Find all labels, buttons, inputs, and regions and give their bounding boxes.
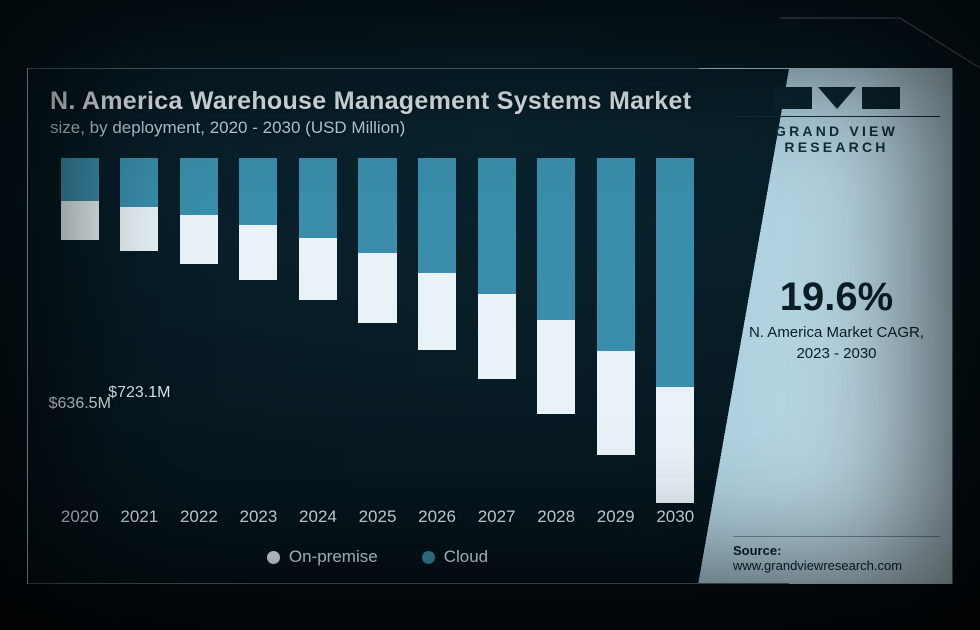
bar-segment-cloud	[537, 158, 575, 320]
logo-wordmark: GRAND VIEW RESEARCH	[733, 116, 940, 155]
chart-column	[294, 158, 342, 503]
bar-segment-cloud	[597, 158, 635, 351]
bar-segment-onpremise	[478, 294, 516, 379]
bar-segment-cloud	[478, 158, 516, 294]
bar-segment-cloud	[61, 158, 99, 201]
x-tick-label: 2030	[651, 507, 699, 533]
bar-segment-onpremise	[418, 273, 456, 350]
stacked-bar	[358, 158, 396, 323]
stacked-bar	[418, 158, 456, 350]
stacked-bar	[120, 158, 158, 251]
decorative-corner-line	[780, 0, 980, 70]
stacked-bar	[478, 158, 516, 379]
chart-column: $636.5M	[56, 158, 104, 503]
legend-swatch-icon	[267, 551, 280, 564]
cagr-value: 19.6%	[749, 275, 924, 320]
legend-label: On-premise	[289, 547, 378, 567]
legend-swatch-icon	[422, 551, 435, 564]
stacked-bar	[597, 158, 635, 455]
bar-segment-onpremise	[299, 238, 337, 300]
stacked-bar	[180, 158, 218, 264]
legend-item-onpremise: On-premise	[267, 547, 378, 567]
bar-segment-onpremise	[358, 253, 396, 323]
bars-container: $636.5M$723.1M	[50, 158, 705, 503]
chart-column	[235, 158, 283, 503]
cagr-block: 19.6% N. America Market CAGR, 2023 - 203…	[749, 275, 924, 362]
chart-card: N. America Warehouse Management Systems …	[27, 68, 953, 584]
bar-value-callout: $636.5M	[49, 395, 111, 413]
chart-column	[354, 158, 402, 503]
stacked-bar	[299, 158, 337, 300]
bar-segment-cloud	[418, 158, 456, 273]
x-tick-label: 2029	[592, 507, 640, 533]
chart-subtitle: size, by deployment, 2020 - 2030 (USD Mi…	[50, 118, 705, 138]
x-tick-label: 2026	[413, 507, 461, 533]
bar-segment-onpremise	[61, 201, 99, 240]
chart-title: N. America Warehouse Management Systems …	[50, 87, 705, 116]
x-tick-label: 2023	[235, 507, 283, 533]
x-tick-label: 2028	[532, 507, 580, 533]
source-url: www.grandviewresearch.com	[733, 558, 940, 573]
x-tick-label: 2021	[116, 507, 164, 533]
bar-segment-cloud	[656, 158, 694, 387]
chart-column	[175, 158, 223, 503]
x-tick-label: 2027	[473, 507, 521, 533]
x-tick-label: 2025	[354, 507, 402, 533]
chart-panel: N. America Warehouse Management Systems …	[28, 69, 721, 583]
bar-segment-onpremise	[180, 215, 218, 264]
stacked-bar	[239, 158, 277, 280]
stacked-bar	[537, 158, 575, 414]
legend-item-cloud: Cloud	[422, 547, 488, 567]
chart-column	[651, 158, 699, 503]
bar-segment-onpremise	[537, 320, 575, 414]
x-tick-label: 2020	[56, 507, 104, 533]
info-panel: GRAND VIEW RESEARCH 19.6% N. America Mar…	[721, 69, 952, 583]
chart-column	[413, 158, 461, 503]
stacked-bar	[61, 158, 99, 240]
bar-value-callout: $723.1M	[108, 384, 170, 402]
bar-segment-cloud	[120, 158, 158, 207]
source-block: Source: www.grandviewresearch.com	[733, 536, 940, 573]
bar-segment-cloud	[358, 158, 396, 253]
x-axis-labels: 2020 2021 2022 2023 2024 2025 2026 2027 2028 2029…	[50, 507, 705, 533]
bar-segment-onpremise	[239, 225, 277, 280]
chart-column	[473, 158, 521, 503]
legend-label: Cloud	[444, 547, 488, 567]
bar-segment-onpremise	[597, 351, 635, 455]
source-label: Source:	[733, 543, 940, 558]
bar-segment-cloud	[299, 158, 337, 238]
bar-segment-cloud	[180, 158, 218, 215]
brand-logo: GRAND VIEW RESEARCH	[733, 87, 940, 155]
chart-legend: On-premise Cloud	[50, 541, 705, 571]
bar-segment-cloud	[239, 158, 277, 225]
cagr-label-line2: 2023 - 2030	[749, 345, 924, 362]
chart-column: $723.1M	[116, 158, 164, 503]
chart-plot-area: $636.5M$723.1M 2020202120222023202420252…	[50, 148, 705, 541]
x-tick-label: 2022	[175, 507, 223, 533]
cagr-label-line1: N. America Market CAGR,	[749, 324, 924, 341]
logo-mark-icon	[733, 87, 940, 109]
chart-column	[592, 158, 640, 503]
chart-column	[532, 158, 580, 503]
bar-segment-onpremise	[656, 387, 694, 503]
x-tick-label: 2024	[294, 507, 342, 533]
stacked-bar	[656, 158, 694, 503]
bar-segment-onpremise	[120, 207, 158, 251]
